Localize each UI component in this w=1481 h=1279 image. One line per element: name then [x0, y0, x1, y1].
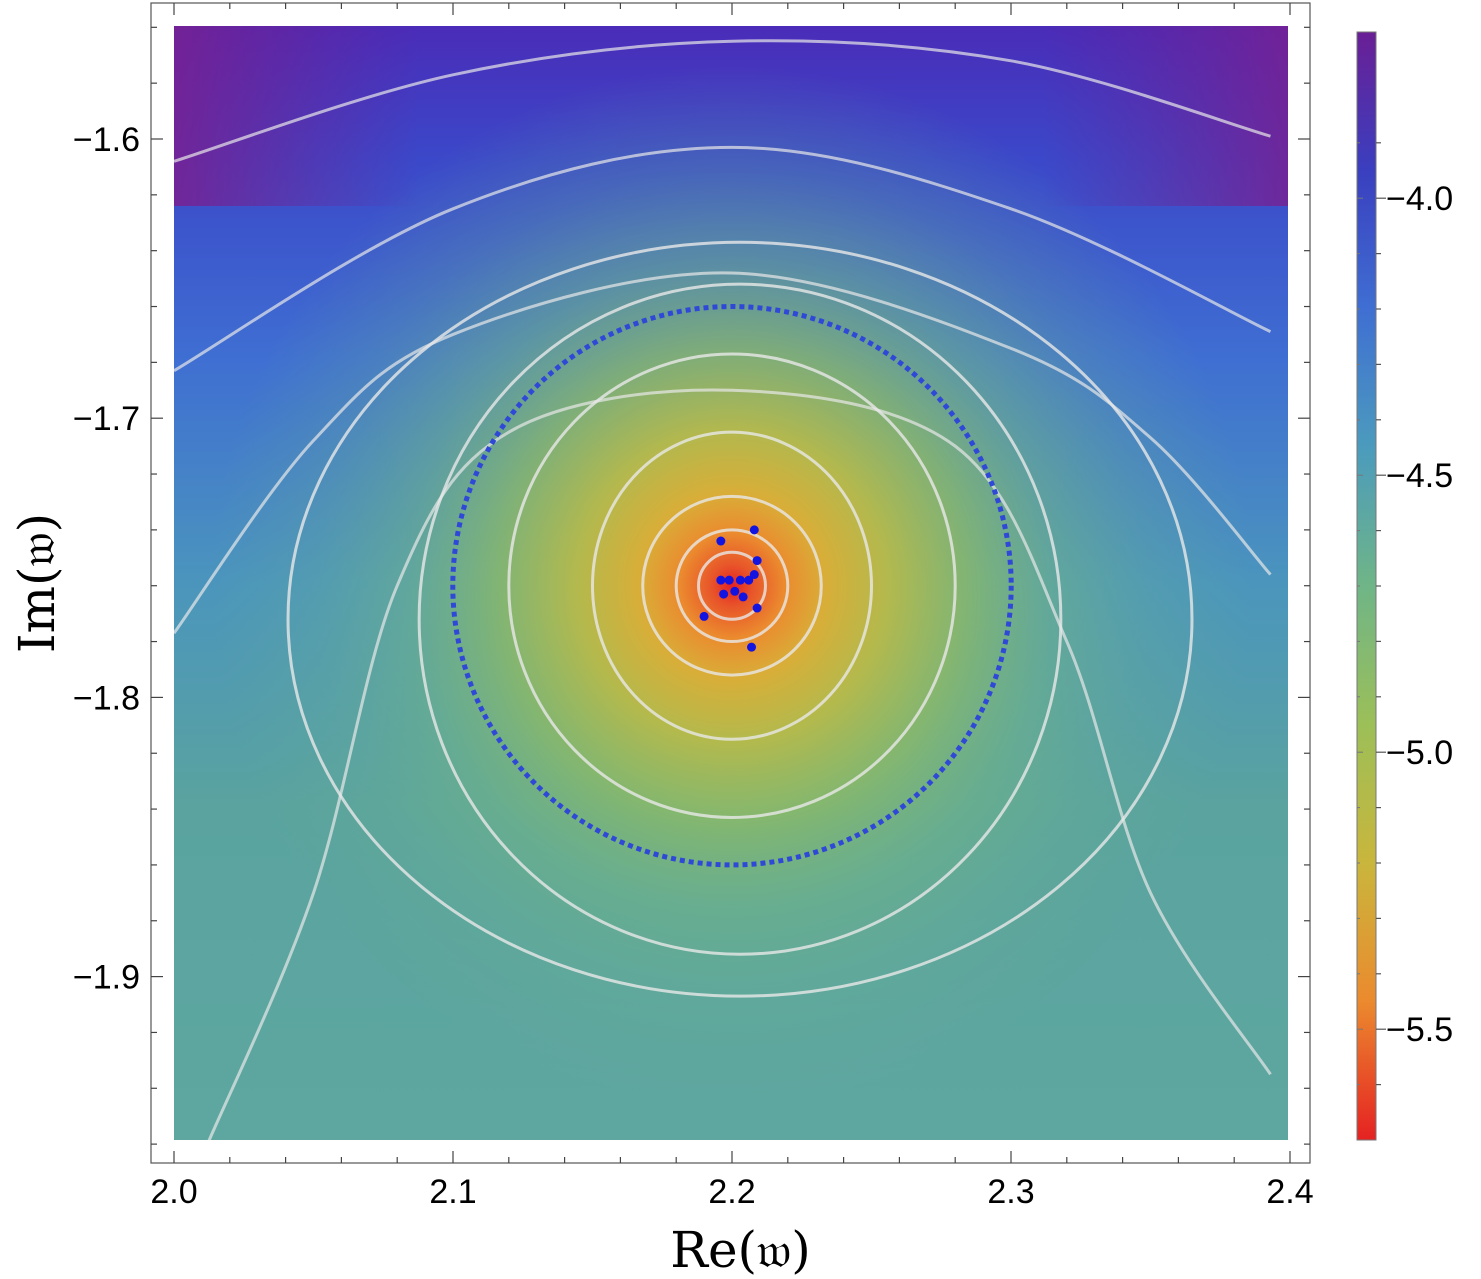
scatter-point-4	[749, 570, 759, 580]
scatter-point-2	[749, 525, 759, 535]
scatter-points	[699, 525, 762, 652]
scatter-point-7	[735, 575, 745, 585]
x-tick-label: 2.4	[1266, 1173, 1313, 1211]
scatter-point-1	[716, 536, 726, 546]
x-tick-label: 2.0	[150, 1173, 197, 1211]
scatter-point-14	[747, 642, 757, 652]
colorbar-tick-label: −5.5	[1386, 1011, 1453, 1049]
scatter-point-3	[752, 556, 762, 566]
scatter-point-8	[744, 575, 754, 585]
scatter-point-6	[724, 575, 734, 585]
colorbar-tick-label: −5.0	[1386, 734, 1453, 772]
scatter-point-13	[699, 611, 709, 621]
outer-contour-4	[207, 388, 1272, 1140]
plot-area: 2.0 2.1 2.2 2.3 2.4 −1.6 −1.7 −1.8 −1.9 Re(𝔴) I…	[8, 2, 1314, 1279]
contour-line-4	[591, 430, 873, 741]
contour-line-2	[674, 528, 790, 644]
outer-contour-1	[174, 39, 1271, 163]
dotted-circle	[450, 304, 1014, 868]
y-tick-label: −1.8	[73, 679, 140, 717]
y-axis-title: Im(𝔴)	[8, 513, 66, 653]
contour-line-5	[507, 352, 957, 819]
x-tick-label: 2.1	[429, 1173, 476, 1211]
scatter-point-11	[738, 592, 748, 602]
outer-contours	[174, 39, 1272, 1140]
y-axis-ticks: −1.6 −1.7 −1.8 −1.9	[73, 26, 1310, 1145]
contour-lines	[286, 240, 1194, 998]
x-tick-label: 2.2	[708, 1173, 755, 1211]
scatter-point-12	[752, 603, 762, 613]
contour-line-7	[286, 240, 1194, 998]
x-tick-label: 2.3	[987, 1173, 1034, 1211]
contour-line-1	[697, 550, 767, 621]
y-tick-label: −1.9	[73, 959, 140, 997]
scatter-point-5	[716, 575, 726, 585]
x-axis-ticks: 2.0 2.1 2.2 2.3 2.4	[150, 3, 1314, 1211]
scatter-point-10	[730, 586, 740, 596]
colorbar-tick-label: −4.5	[1386, 457, 1453, 495]
colorbar: −4.0 −4.5 −5.0 −5.5	[1356, 31, 1453, 1141]
x-axis-title: Re(𝔴)	[670, 1221, 810, 1279]
y-tick-label: −1.7	[73, 400, 140, 438]
outer-contour-2	[174, 145, 1272, 373]
outer-contour-3	[174, 271, 1272, 635]
scatter-point-9	[719, 589, 729, 599]
contour-line-3	[641, 494, 823, 677]
plot-frame	[150, 2, 1311, 1164]
colorbar-tick-label: −4.0	[1386, 180, 1453, 218]
colorbar-ticks: −4.0 −4.5 −5.0 −5.5	[1357, 142, 1453, 1086]
contour-line-6	[417, 282, 1063, 956]
y-tick-label: −1.6	[73, 121, 140, 159]
